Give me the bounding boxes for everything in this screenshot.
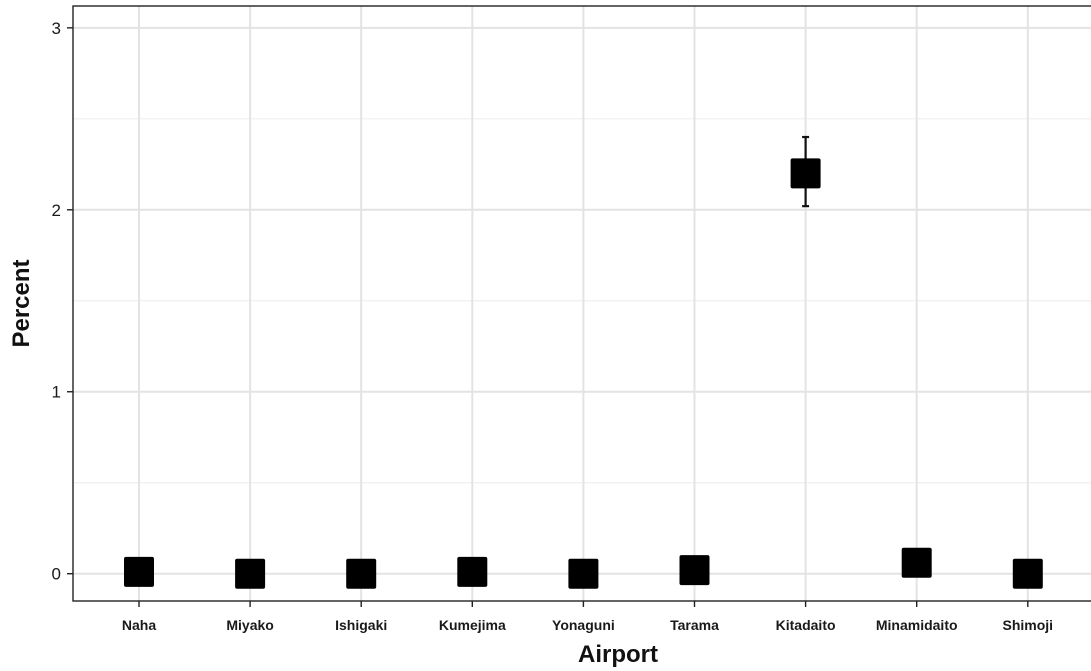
x-axis-title: Airport (578, 641, 658, 668)
data-points (124, 158, 1043, 589)
plot-panel-border (72, 5, 1091, 602)
x-tick-label: Kumejima (439, 617, 506, 633)
x-tick-label: Ishigaki (335, 617, 387, 633)
x-axis: Naha Miyako Ishigaki Kumejima Yonaguni Tarama… (122, 601, 1053, 633)
data-point-kumejima (457, 556, 488, 587)
data-point-kitadaito (790, 158, 821, 189)
x-tick-label: Tarama (670, 617, 719, 633)
data-point-yonaguni (568, 558, 599, 589)
x-tick-label: Naha (122, 617, 156, 633)
y-tick-label: 3 (52, 19, 61, 38)
data-point-minamidaito (901, 547, 932, 578)
y-axis-title: Percent (8, 259, 35, 347)
data-point-ishigaki (346, 558, 377, 589)
y-tick-label: 2 (52, 201, 61, 220)
x-tick-label: Miyako (226, 617, 273, 633)
data-point-miyako (235, 558, 266, 589)
x-tick-label: Kitadaito (776, 617, 836, 633)
y-tick-label: 0 (52, 565, 61, 584)
y-axis: 0 1 2 3 (52, 19, 73, 584)
y-tick-label: 1 (52, 383, 61, 402)
grid (73, 6, 1091, 601)
data-point-shimoji (1012, 558, 1043, 589)
x-tick-label: Shimoji (1003, 617, 1054, 633)
x-tick-label: Minamidaito (876, 617, 958, 633)
x-tick-label: Yonaguni (552, 617, 615, 633)
data-point-tarama (679, 555, 710, 586)
data-point-naha (124, 556, 154, 587)
